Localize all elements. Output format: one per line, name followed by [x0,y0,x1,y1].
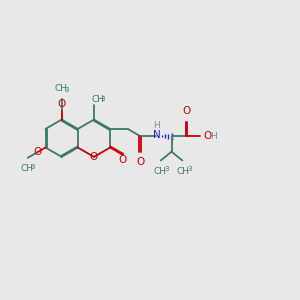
Text: 3: 3 [65,88,69,94]
Text: 3: 3 [164,167,169,172]
Text: O: O [90,152,98,162]
Text: CH: CH [91,95,104,104]
Text: H: H [154,122,160,130]
Text: CH: CH [177,167,190,176]
Text: H: H [210,132,217,141]
Text: N: N [153,130,160,140]
Text: 3: 3 [31,164,35,170]
Text: CH: CH [54,84,67,93]
Text: 3: 3 [101,96,105,102]
Text: O: O [58,99,66,110]
Text: O: O [136,157,145,167]
Text: O: O [33,148,41,158]
Text: O: O [119,155,127,165]
Text: O: O [203,131,212,141]
Text: O: O [183,106,191,116]
Text: 3: 3 [188,167,192,172]
Text: CH: CH [153,167,166,176]
Text: CH: CH [20,164,33,173]
